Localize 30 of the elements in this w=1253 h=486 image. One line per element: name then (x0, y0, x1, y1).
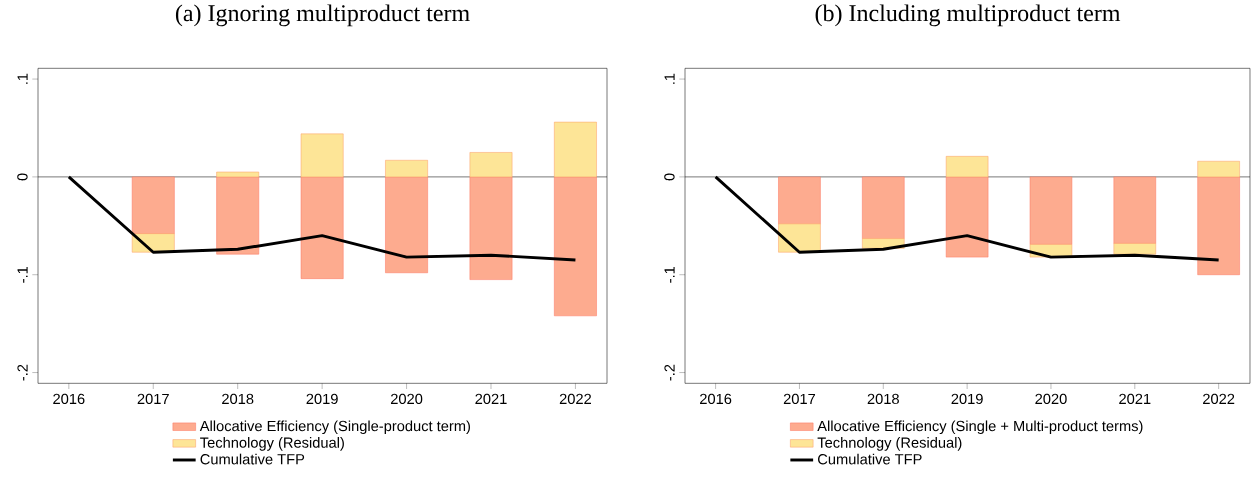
x-tick-label: 2021 (1119, 393, 1151, 404)
x-tick-label: 2021 (475, 393, 507, 404)
chart-title: (b) Including multiproduct term (815, 4, 1121, 27)
legend-label: Technology (Residual) (200, 436, 344, 451)
legend-label: Cumulative TFP (818, 453, 922, 465)
x-tick-label: 2019 (306, 393, 338, 404)
x-tick-label: 2017 (137, 393, 169, 404)
x-tick-label: 2018 (867, 393, 899, 404)
chart-title: (a) Ignoring multiproduct term (175, 4, 470, 27)
y-tick-label: .1 (664, 73, 675, 84)
x-tick-label: 2020 (1035, 393, 1067, 404)
legend-label: Allocative Efficiency (Single-product term) (199, 420, 470, 434)
x-tick-label: 2017 (783, 393, 816, 404)
x-tick-label: 2020 (390, 393, 423, 404)
y-tick-label: -.1 (17, 266, 28, 283)
y-tick-label: .1 (17, 73, 28, 84)
x-tick-label: 2022 (1203, 393, 1235, 404)
y-tick-label: -.1 (664, 266, 675, 283)
y-tick-label: -.2 (17, 364, 28, 381)
y-tick-label: -.2 (664, 364, 675, 381)
legend-label: Cumulative TFP (200, 453, 305, 465)
x-tick-label: 2018 (222, 393, 254, 404)
x-tick-label: 2016 (700, 393, 732, 404)
x-tick-label: 2022 (559, 393, 591, 404)
legend-label: Allocative Efficiency (Single + Multi-product terms) (817, 420, 1143, 434)
x-tick-label: 2019 (951, 393, 983, 404)
y-tick-label: 0 (17, 173, 28, 181)
x-tick-label: 2016 (53, 393, 85, 404)
y-tick-label: 0 (664, 173, 675, 181)
legend-label: Technology (Residual) (817, 436, 962, 451)
